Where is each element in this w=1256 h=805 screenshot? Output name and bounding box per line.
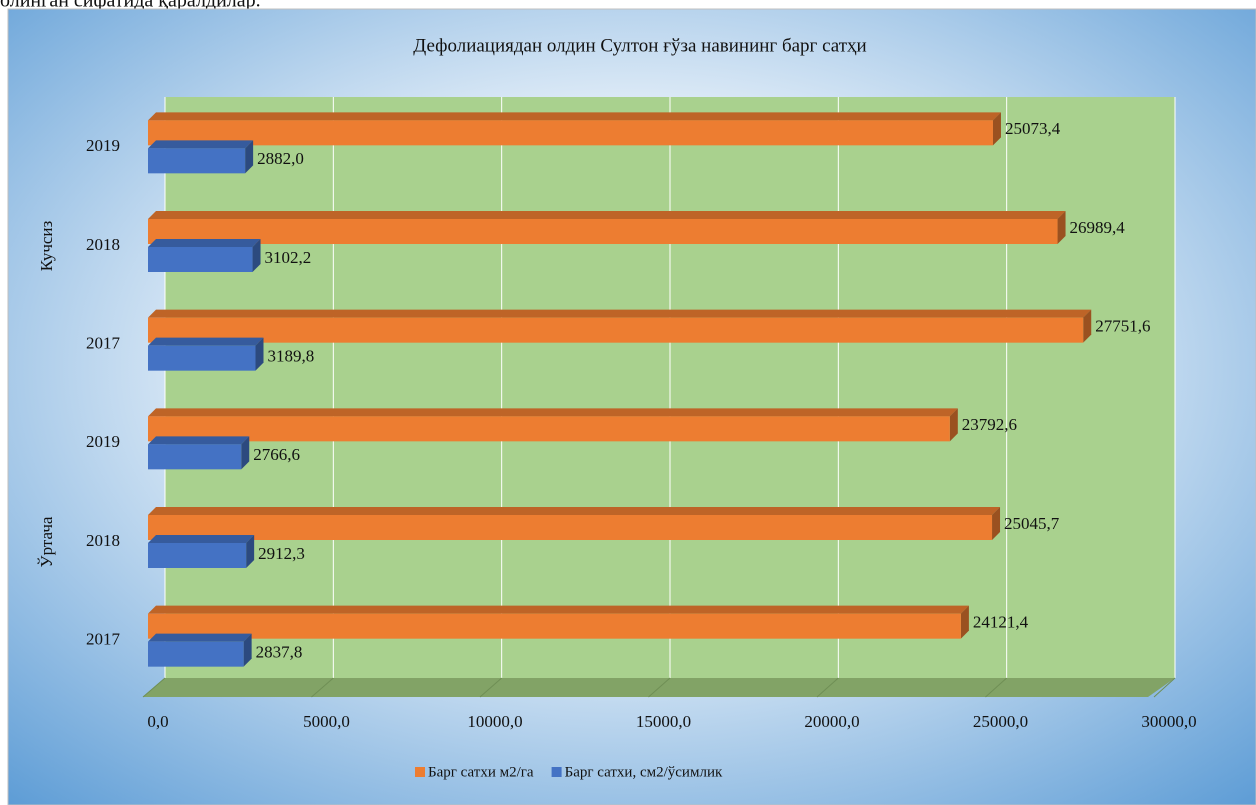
value-label: 3189,8 — [267, 347, 314, 366]
value-label: 3102,2 — [265, 248, 312, 267]
bar-top — [148, 112, 1001, 121]
bar-side — [949, 408, 958, 442]
y-tick-label: 2018 — [86, 531, 120, 550]
bar-top — [148, 140, 254, 149]
floor-line — [648, 677, 671, 698]
x-tick-label: 15000,0 — [636, 712, 691, 731]
bar-top — [148, 535, 255, 543]
value-label: 2766,6 — [253, 445, 300, 464]
x-tick-label: 20000,0 — [804, 712, 859, 731]
bar-top — [148, 507, 1001, 515]
floor-line — [311, 677, 334, 698]
legend-swatch — [415, 767, 425, 777]
bar — [148, 641, 244, 667]
bar — [148, 416, 950, 442]
y-tick-label: 2019 — [86, 136, 120, 155]
bar-side — [245, 140, 254, 174]
bar-side — [241, 436, 250, 470]
page-text: олинган сифатида қаралдилар. — [0, 0, 261, 12]
bar-top — [148, 239, 261, 247]
bar-side — [992, 112, 1001, 146]
bar — [148, 613, 961, 639]
bar-side — [1083, 309, 1092, 343]
x-tick-label: 25000,0 — [973, 712, 1028, 731]
bar — [148, 247, 253, 272]
bar-side — [960, 605, 969, 639]
legend-label: Барг сатхи, см2/ўсимлик — [565, 764, 723, 780]
bar — [148, 444, 242, 470]
y-tick-label: 2019 — [86, 432, 120, 451]
bar-top — [148, 408, 958, 417]
value-label: 2912,3 — [258, 544, 305, 563]
x-tick-label: 10000,0 — [467, 712, 522, 731]
bar — [148, 515, 993, 540]
bar — [148, 120, 993, 146]
bar — [148, 148, 246, 174]
y-tick-label: 2018 — [86, 235, 120, 254]
bar-top — [148, 309, 1092, 318]
value-label: 26989,4 — [1070, 218, 1126, 237]
y-tick-label: 2017 — [86, 334, 121, 353]
bar — [148, 219, 1058, 244]
value-label: 2837,8 — [256, 643, 303, 662]
bar-top — [148, 633, 252, 642]
bar-top — [148, 211, 1066, 219]
floor-line — [142, 677, 166, 698]
value-label: 25045,7 — [1004, 514, 1060, 533]
group-label: Кучсиз — [37, 220, 56, 271]
floor-line — [1153, 677, 1176, 698]
legend-swatch — [551, 767, 562, 777]
bar-top — [148, 436, 250, 445]
x-tick-label: 30000,0 — [1141, 712, 1196, 731]
value-label: 27751,6 — [1095, 317, 1150, 336]
value-label: 25073,4 — [1005, 119, 1061, 138]
value-label: 2882,0 — [257, 149, 304, 168]
bar-side — [992, 507, 1001, 540]
bar-side — [255, 337, 264, 371]
bar-side — [243, 633, 252, 667]
y-tick-label: 2017 — [86, 630, 121, 649]
bar-side — [1057, 211, 1066, 244]
value-label: 24121,4 — [973, 613, 1029, 632]
x-tick-label: 5000,0 — [303, 712, 350, 731]
floor-line — [479, 677, 502, 698]
group-label: Ўртача — [37, 516, 56, 567]
bar-side — [246, 535, 255, 568]
bar-top — [148, 337, 264, 346]
legend-label: Барг сатхи м2/га — [428, 764, 534, 780]
bar-top — [148, 605, 969, 614]
x-tick-label: 0,0 — [147, 712, 168, 731]
floor-line — [816, 677, 839, 698]
chart-title: Дефолиациядан олдин Султон ғўза навининг… — [413, 35, 866, 56]
floor-line — [985, 677, 1008, 698]
bar — [148, 317, 1084, 343]
bar — [148, 345, 256, 371]
bar-side — [252, 239, 261, 272]
bar — [148, 543, 247, 568]
value-label: 23792,6 — [962, 415, 1017, 434]
